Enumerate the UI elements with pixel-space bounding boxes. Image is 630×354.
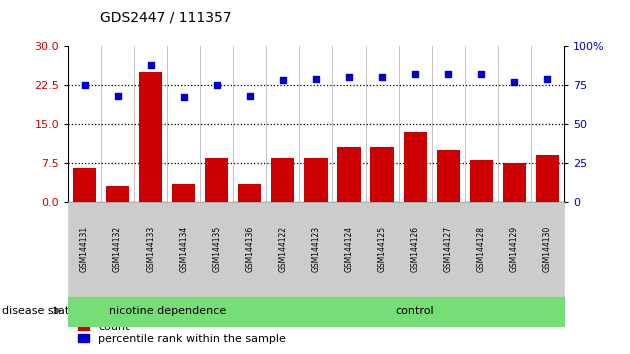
Text: GSM144134: GSM144134 — [179, 225, 188, 272]
Bar — [503, 163, 526, 202]
Point — [542, 76, 553, 81]
Bar — [469, 160, 493, 202]
Text: GSM144129: GSM144129 — [510, 225, 518, 272]
Bar — [106, 186, 129, 202]
Point — [344, 74, 354, 80]
Text: GSM144124: GSM144124 — [345, 225, 353, 272]
Point — [79, 82, 89, 88]
Bar — [73, 168, 96, 202]
Text: GSM144126: GSM144126 — [411, 225, 420, 272]
Bar — [338, 147, 360, 202]
Point — [410, 71, 420, 77]
Text: GSM144125: GSM144125 — [377, 225, 387, 272]
Point — [146, 62, 156, 68]
Point — [311, 76, 321, 81]
Text: GSM144132: GSM144132 — [113, 225, 122, 272]
Bar — [139, 72, 163, 202]
Point — [476, 71, 486, 77]
Text: nicotine dependence: nicotine dependence — [108, 306, 226, 316]
Point — [179, 95, 189, 100]
Bar — [437, 150, 460, 202]
Point — [245, 93, 255, 99]
Text: GDS2447 / 111357: GDS2447 / 111357 — [100, 11, 231, 25]
Bar — [536, 155, 559, 202]
Point — [377, 74, 387, 80]
Text: GSM144123: GSM144123 — [311, 225, 321, 272]
Point — [212, 82, 222, 88]
Point — [443, 71, 453, 77]
Point — [113, 93, 123, 99]
Text: GSM144136: GSM144136 — [245, 225, 255, 272]
Bar — [272, 158, 294, 202]
Text: GSM144128: GSM144128 — [477, 226, 486, 272]
Bar — [238, 184, 261, 202]
Text: control: control — [396, 306, 435, 316]
Point — [509, 79, 519, 85]
Text: GSM144127: GSM144127 — [444, 225, 453, 272]
Bar — [404, 132, 427, 202]
Bar — [205, 158, 228, 202]
Bar — [172, 184, 195, 202]
Text: GSM144131: GSM144131 — [80, 225, 89, 272]
Text: disease state: disease state — [2, 306, 76, 316]
Text: GSM144133: GSM144133 — [146, 225, 155, 272]
Text: GSM144122: GSM144122 — [278, 226, 287, 272]
Legend: count, percentile rank within the sample: count, percentile rank within the sample — [74, 317, 290, 348]
Bar — [370, 147, 394, 202]
Point — [278, 78, 288, 83]
Text: GSM144130: GSM144130 — [543, 225, 552, 272]
Text: GSM144135: GSM144135 — [212, 225, 221, 272]
Bar — [304, 158, 328, 202]
